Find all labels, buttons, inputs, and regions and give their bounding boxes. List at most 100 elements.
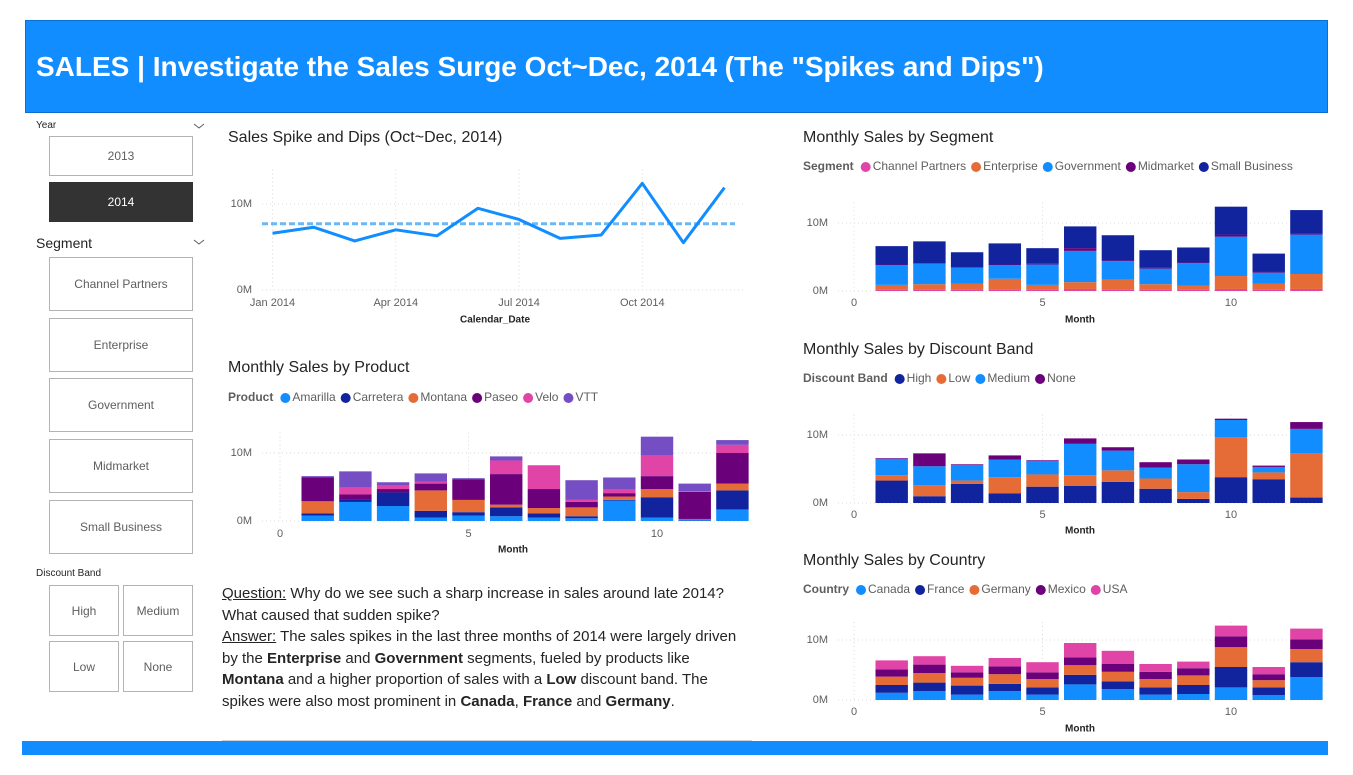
bar-segment [1026, 460, 1059, 475]
bar-segment [1252, 253, 1285, 272]
x-tick-label: 5 [465, 528, 471, 540]
bar-segment [339, 494, 372, 500]
slicer-option[interactable]: Government [49, 378, 193, 432]
slicer-option[interactable]: High [49, 585, 119, 636]
bar-segment [565, 507, 598, 517]
bar-segment [1214, 206, 1248, 235]
bar-segment [1290, 234, 1323, 274]
legend-label: VTT [575, 390, 598, 404]
bar-segment [875, 685, 908, 693]
bar-segment [565, 518, 598, 521]
bar-segment [1252, 687, 1285, 696]
slicer-option[interactable]: 2013 [49, 136, 193, 176]
bar-segment [1139, 268, 1172, 285]
bar-segment [1252, 465, 1285, 467]
bar-segment [1177, 262, 1210, 264]
slicer-option[interactable]: 2014 [49, 182, 193, 222]
x-tick-label: 0 [851, 509, 857, 521]
bar-segment [301, 515, 334, 521]
bar-segment [678, 483, 711, 492]
bar-segment [1290, 649, 1323, 663]
y-tick-label: 0M [237, 284, 252, 296]
answer-text: The sales spikes in the last three month… [222, 628, 736, 710]
bar-segment [1101, 481, 1135, 503]
bar-segment [913, 682, 946, 691]
bar-segment [1063, 288, 1097, 291]
y-tick-label: 10M [231, 198, 252, 210]
bar-segment [527, 489, 561, 509]
bar-segment [489, 504, 523, 508]
bar-segment [489, 516, 523, 521]
question-label: Question: [222, 585, 287, 602]
legend-label: Germany [981, 582, 1030, 596]
bar-segment [376, 506, 410, 521]
bar-segment [1290, 274, 1323, 289]
bar-segment [1290, 233, 1323, 235]
bar-segment [875, 660, 908, 670]
slicer-title: Segment [36, 235, 93, 251]
legend-swatch [975, 374, 986, 384]
slicer-option[interactable]: Medium [123, 585, 193, 636]
bar-segment [1063, 248, 1097, 251]
bar-segment [414, 481, 448, 484]
bar-segment [414, 517, 448, 521]
bar-segment [678, 491, 711, 519]
bar-segment [1139, 284, 1172, 290]
bar-segment [1214, 667, 1248, 688]
bar-segment [1252, 479, 1285, 503]
slicer-option[interactable]: Low [49, 641, 119, 692]
x-axis-label: Month [498, 545, 528, 556]
bar-segment [527, 465, 561, 490]
bar-segment [301, 501, 334, 514]
legend-label: Low [948, 371, 970, 385]
slicer-option[interactable]: None [123, 641, 193, 692]
slicer-option[interactable]: Small Business [49, 500, 193, 554]
chevron [193, 239, 205, 245]
bar-segment [1214, 437, 1248, 478]
bar-segment [716, 483, 749, 491]
slicer-option[interactable]: Channel Partners [49, 257, 193, 311]
bar-segment [1139, 250, 1172, 268]
bar-segment [1214, 477, 1248, 503]
bar-segment [1177, 685, 1210, 694]
bar-segment [1139, 671, 1172, 679]
bar-segment [950, 267, 984, 284]
y-tick-label: 0M [813, 694, 828, 706]
legend-label: Channel Partners [873, 159, 966, 173]
bar-segment [1063, 643, 1097, 658]
bar-segment [1177, 247, 1210, 263]
line-series [272, 181, 726, 245]
bar-segment [1177, 498, 1210, 503]
chevron [193, 123, 205, 129]
bar-segment [640, 517, 674, 521]
answer-bold: Montana [222, 671, 284, 688]
bar-segment [1026, 264, 1059, 285]
x-axis-label: Month [1065, 526, 1095, 537]
slicer-option[interactable]: Midmarket [49, 439, 193, 493]
bar-segment [950, 480, 984, 484]
bar-segment [1214, 276, 1248, 289]
bar-segment [1252, 680, 1285, 688]
bar-segment [950, 464, 984, 465]
legend-title: Segment [803, 159, 854, 173]
bar-segment [1063, 250, 1097, 283]
bar-segment [339, 499, 372, 502]
bar-segment [301, 477, 334, 502]
bar-segment [376, 489, 410, 493]
slicer-option[interactable]: Enterprise [49, 318, 193, 372]
x-tick-label: Apr 2014 [373, 297, 418, 309]
bar-segment [527, 517, 561, 521]
bar-segment [913, 673, 946, 683]
bar-segment [716, 509, 749, 521]
legend-title: Product [228, 390, 273, 404]
bar-segment [988, 691, 1022, 700]
bar-segment [1139, 664, 1172, 672]
bar-segment [1026, 284, 1059, 290]
bar-segment [640, 489, 674, 498]
x-tick-label: 5 [1039, 706, 1045, 718]
bar-segment [1214, 236, 1248, 277]
bar-segment [950, 267, 984, 268]
bar-segment [1177, 459, 1210, 465]
bar-segment [988, 264, 1022, 266]
legend-label: Montana [420, 390, 467, 404]
